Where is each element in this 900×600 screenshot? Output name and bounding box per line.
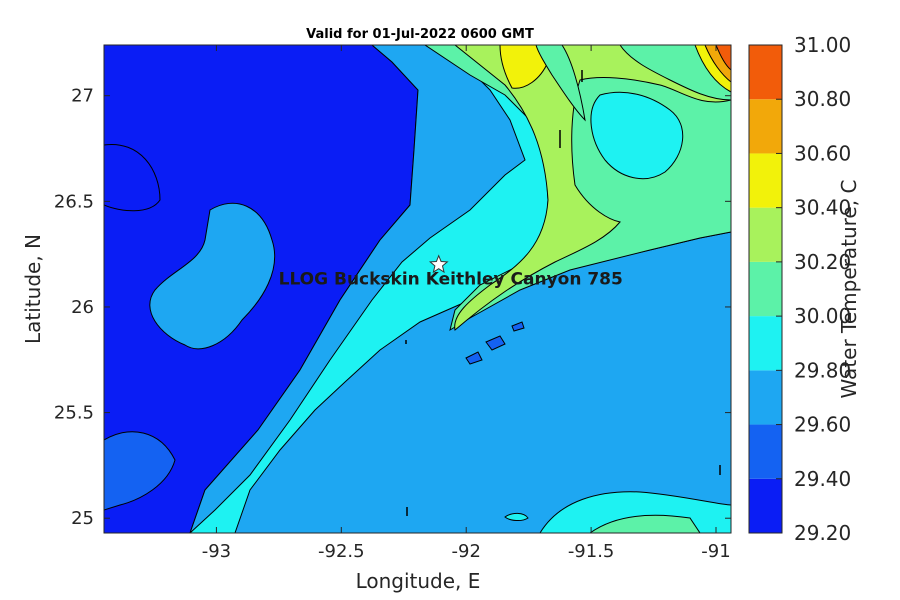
colorbar-tick-label: 29.80 xyxy=(794,358,851,382)
colorbar-tick-label: 30.60 xyxy=(794,141,851,165)
x-tick-label: -93 xyxy=(202,541,231,562)
x-tick-label: -92.5 xyxy=(318,541,365,562)
y-axis: 25 25.5 26 26.5 27 xyxy=(54,86,731,529)
site-label: LLOG Buckskin Keithley Canyon 785 xyxy=(279,270,623,290)
y-tick-label: 27 xyxy=(71,86,94,107)
colorbar-tick-label: 29.40 xyxy=(794,467,851,491)
y-tick-label: 25 xyxy=(71,508,94,529)
colorbar: 29.20 29.40 29.60 29.80 30.00 30.20 30.40 30.60… xyxy=(748,33,851,545)
band-30-20-south-east xyxy=(589,514,701,533)
colorbar-tick-label: 30.40 xyxy=(794,196,851,220)
colorbar-tick-label: 29.20 xyxy=(794,521,851,545)
colorbar-tick-label: 29.60 xyxy=(794,413,851,437)
site-star-marker xyxy=(428,254,449,274)
colorbar-swatch xyxy=(749,261,782,317)
colorbar-tick-label: 30.00 xyxy=(794,304,851,328)
x-tick-label: -91 xyxy=(701,541,730,562)
colorbar-swatch xyxy=(749,424,782,479)
colorbar-frame xyxy=(748,44,783,534)
y-tick-label: 26.5 xyxy=(54,191,94,212)
band-29-60-west-edge xyxy=(189,45,526,533)
x-axis-label: Longitude, E xyxy=(356,569,481,593)
chart-title: Valid for 01-Jul-2022 0600 GMT xyxy=(306,27,534,42)
colorbar-swatch xyxy=(749,316,782,371)
band-30-00-northeast-pocket xyxy=(590,91,684,180)
band-29-40-south-spot-3 xyxy=(511,321,525,332)
x-axis: -93 -92.5 -92 -91.5 -91 xyxy=(202,45,731,562)
band-30-40-plume xyxy=(454,45,731,331)
band-29-40-south-spot xyxy=(465,351,483,365)
colorbar-swatch xyxy=(749,207,782,262)
plot-frame xyxy=(103,44,732,534)
y-axis-label: Latitude, N xyxy=(21,234,45,344)
band-29-20-northwest xyxy=(104,143,161,212)
band-29-40-southwest xyxy=(104,431,176,511)
colorbar-swatch xyxy=(749,153,782,208)
x-tick-label: -91.5 xyxy=(568,541,615,562)
colorbar-swatch xyxy=(749,45,782,100)
band-30-00-south-spot xyxy=(504,512,529,521)
plot-area xyxy=(104,45,731,533)
colorbar-tick-label: 31.00 xyxy=(794,33,851,57)
band-31-00-ne-corner xyxy=(715,45,731,71)
band-30-20-narrow-tongue xyxy=(535,45,586,122)
y-tick-label: 25.5 xyxy=(54,403,94,424)
colorbar-swatch xyxy=(749,370,782,425)
annotation-layer: LLOG Buckskin Keithley Canyon 785 xyxy=(279,254,623,290)
colorbar-swatch xyxy=(749,99,782,154)
colorbar-tick-label: 30.20 xyxy=(794,250,851,274)
band-29-60-island xyxy=(149,202,276,350)
colorbar-label: Water Temperature, C xyxy=(837,180,861,399)
y-tick-label: 26 xyxy=(71,297,94,318)
band-29-40-south-spot-2 xyxy=(485,335,506,351)
colorbar-swatch xyxy=(749,478,782,533)
band-30-60-north xyxy=(499,45,549,89)
x-tick-label: -92 xyxy=(452,541,481,562)
colorbar-tick-label: 30.80 xyxy=(794,87,851,111)
